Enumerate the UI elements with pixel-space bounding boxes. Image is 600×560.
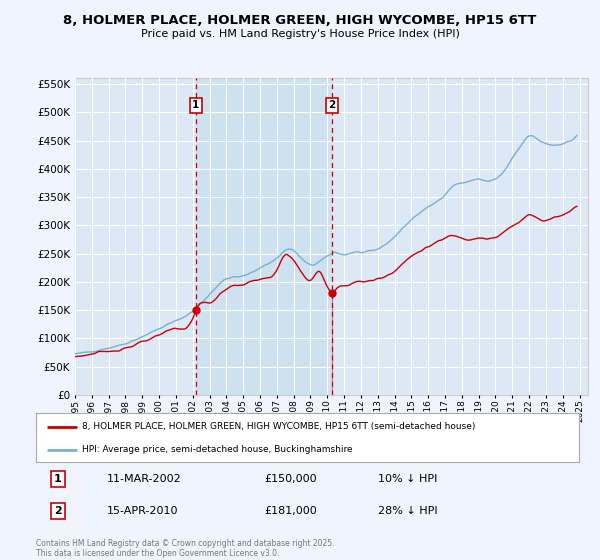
Text: Contains HM Land Registry data © Crown copyright and database right 2025.
This d: Contains HM Land Registry data © Crown c… <box>36 539 335 558</box>
Text: 8, HOLMER PLACE, HOLMER GREEN, HIGH WYCOMBE, HP15 6TT (semi-detached house): 8, HOLMER PLACE, HOLMER GREEN, HIGH WYCO… <box>82 422 476 431</box>
Text: 15-APR-2010: 15-APR-2010 <box>107 506 178 516</box>
Text: 11-MAR-2002: 11-MAR-2002 <box>107 474 181 484</box>
Text: 10% ↓ HPI: 10% ↓ HPI <box>378 474 437 484</box>
Text: Price paid vs. HM Land Registry's House Price Index (HPI): Price paid vs. HM Land Registry's House … <box>140 29 460 39</box>
Bar <box>196 78 332 395</box>
Text: 8, HOLMER PLACE, HOLMER GREEN, HIGH WYCOMBE, HP15 6TT: 8, HOLMER PLACE, HOLMER GREEN, HIGH WYCO… <box>64 14 536 27</box>
Text: £181,000: £181,000 <box>264 506 317 516</box>
Text: 1: 1 <box>193 100 200 110</box>
Text: 28% ↓ HPI: 28% ↓ HPI <box>378 506 438 516</box>
Text: £150,000: £150,000 <box>264 474 317 484</box>
Text: 2: 2 <box>329 100 336 110</box>
Text: HPI: Average price, semi-detached house, Buckinghamshire: HPI: Average price, semi-detached house,… <box>82 445 353 454</box>
Text: 2: 2 <box>54 506 62 516</box>
Text: 1: 1 <box>54 474 62 484</box>
